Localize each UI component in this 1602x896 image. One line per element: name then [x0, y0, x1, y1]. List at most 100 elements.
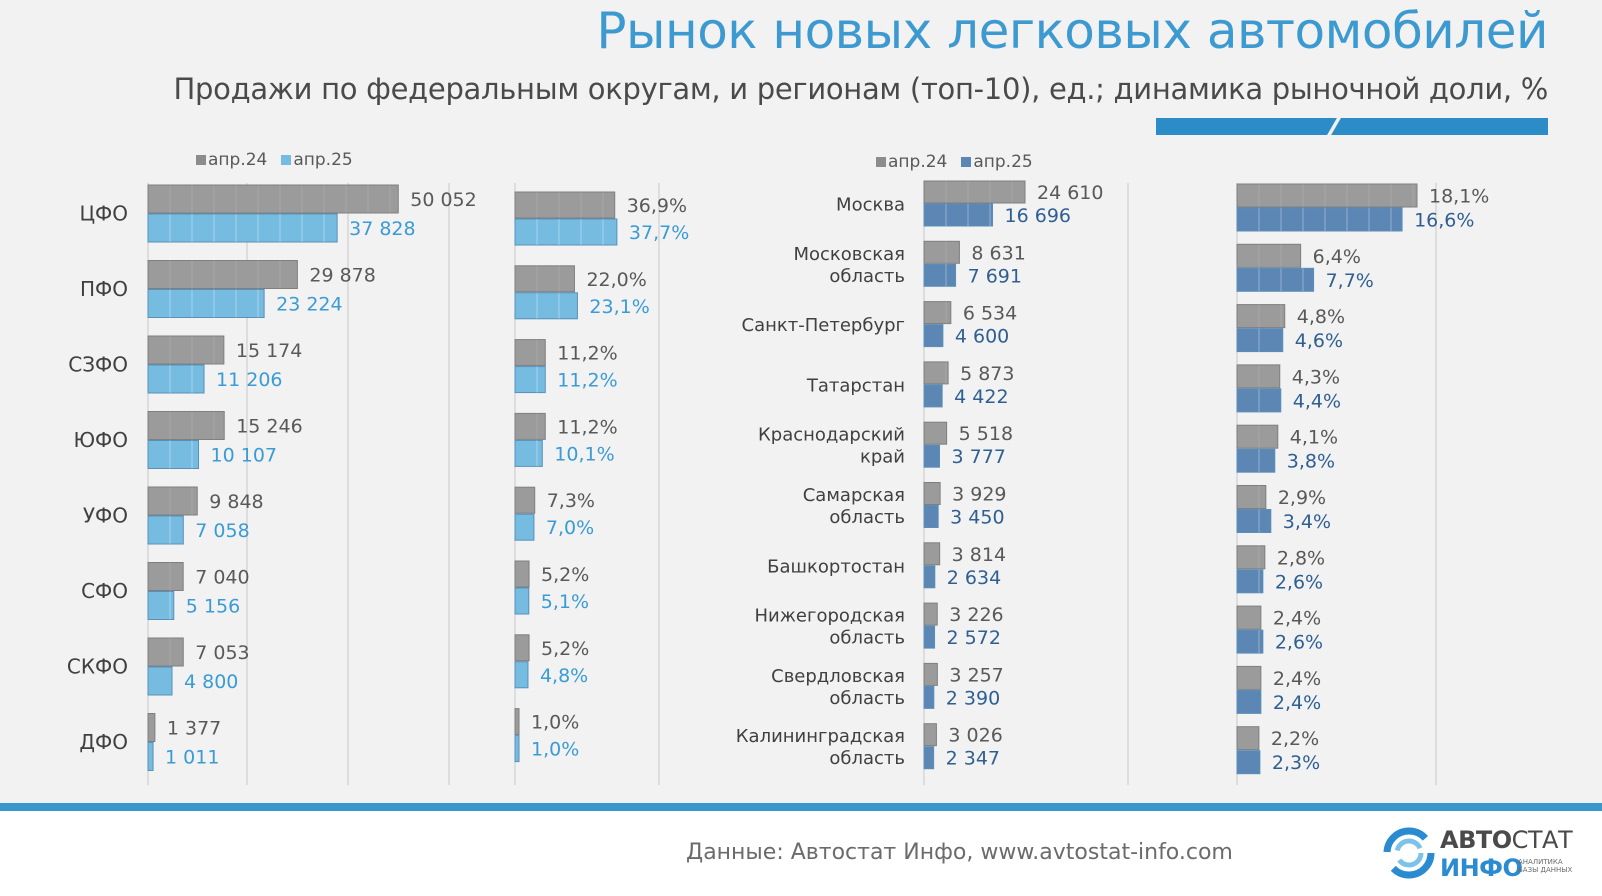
bar-apr25	[514, 513, 535, 541]
category-label-line: ЦФО	[80, 202, 129, 226]
bar-apr24	[1236, 545, 1266, 570]
legend-swatch-prev	[196, 155, 206, 165]
bar-apr24	[923, 180, 1026, 204]
legend-swatch-cur	[281, 155, 292, 165]
data-label-apr25: 10 107	[211, 445, 277, 467]
data-label-apr24: 18,1%	[1429, 186, 1489, 208]
bar-apr25	[923, 263, 957, 287]
category-label-line: Москва	[836, 195, 905, 216]
data-label-apr24: 4,8%	[1297, 306, 1345, 328]
bar-apr25	[1236, 267, 1315, 292]
bar-apr24	[147, 486, 198, 516]
category-label-line: край	[860, 447, 905, 468]
bar-apr25	[1236, 629, 1264, 654]
category-label: Калининградская область	[736, 726, 905, 769]
bar-apr24	[147, 713, 156, 742]
logo-word-stat: СТАТ	[1511, 826, 1573, 854]
legend-regions: апр.24 апр.25	[876, 152, 1043, 172]
bar-apr24	[147, 411, 225, 440]
category-label-line: область	[829, 688, 905, 709]
data-label-apr25: 7,7%	[1326, 270, 1374, 292]
category-label: УФО	[83, 504, 128, 528]
data-label-apr25: 1 011	[165, 747, 219, 769]
data-label-apr24: 2,8%	[1277, 547, 1325, 569]
data-label-apr25: 7 058	[195, 520, 249, 542]
data-label-apr24: 11,2%	[557, 416, 617, 438]
category-label: СЗФО	[68, 353, 128, 377]
bar-apr25	[514, 587, 530, 615]
category-label: ЮФО	[73, 428, 128, 452]
category-label: Башкортостан	[767, 556, 905, 577]
data-label-apr24: 4,1%	[1290, 427, 1338, 449]
data-label-apr25: 1,0%	[531, 739, 579, 761]
data-label-apr25: 4 422	[954, 386, 1008, 408]
data-label-apr24: 3 257	[949, 664, 1003, 686]
legend-item-cur: апр.25	[281, 150, 353, 170]
data-label-apr25: 2,3%	[1272, 752, 1320, 774]
bar-apr24	[1236, 364, 1281, 389]
data-label-apr24: 3 814	[952, 544, 1006, 566]
data-label-apr24: 7,3%	[547, 490, 595, 512]
bar-apr25	[923, 565, 936, 589]
bar-apr25	[514, 735, 520, 763]
data-label-apr24: 5 518	[959, 423, 1013, 445]
category-label-line: Свердловская	[771, 666, 905, 687]
bar-apr25	[147, 440, 200, 469]
bar-apr24	[1236, 183, 1418, 208]
data-label-apr25: 10,1%	[554, 443, 614, 465]
bar-apr24	[514, 191, 616, 219]
category-label: Москва	[836, 195, 905, 216]
data-label-apr24: 2,9%	[1278, 487, 1326, 509]
bar-apr24	[514, 708, 520, 736]
bar-apr24	[1236, 243, 1302, 268]
bar-apr24	[1236, 605, 1262, 630]
data-label-apr25: 5 156	[186, 596, 240, 618]
category-label: Краснодарский край	[758, 425, 905, 468]
data-label-apr24: 6,4%	[1313, 246, 1361, 268]
bar-apr24	[923, 361, 949, 385]
data-label-apr24: 15 246	[236, 416, 302, 438]
bar-apr25	[514, 439, 543, 467]
bar-apr25	[923, 203, 994, 227]
footer	[0, 811, 1602, 896]
legend-item-prev: апр.24	[876, 152, 947, 172]
bar-apr24	[1236, 665, 1262, 690]
legend-label-prev: апр.24	[888, 152, 948, 172]
data-label-apr25: 4 800	[184, 671, 238, 693]
logo-word-avto: АВТО	[1440, 826, 1512, 854]
category-label-line: СКФО	[67, 655, 128, 679]
data-label-apr25: 3 450	[950, 507, 1004, 529]
category-label-line: СФО	[81, 579, 128, 603]
data-label-apr24: 2,4%	[1273, 608, 1321, 630]
data-label-apr25: 3,4%	[1283, 511, 1331, 533]
data-label-apr24: 5,2%	[541, 638, 589, 660]
bar-apr24	[1236, 424, 1279, 449]
bar-apr25	[1236, 448, 1276, 473]
data-label-apr24: 7 040	[195, 567, 249, 589]
category-label: СФО	[81, 579, 128, 603]
data-label-apr25: 11 206	[216, 369, 282, 391]
bar-apr25	[1236, 569, 1264, 594]
category-label-line: Краснодарский	[758, 425, 905, 446]
data-label-apr24: 3 226	[949, 604, 1003, 626]
category-label-line: УФО	[83, 504, 128, 528]
bar-apr25	[147, 742, 154, 771]
category-label-line: Башкортостан	[767, 556, 905, 577]
bar-apr25	[147, 591, 175, 620]
category-label-line: ЮФО	[73, 428, 128, 452]
bar-apr24	[147, 637, 184, 667]
category-label-line: область	[829, 628, 905, 649]
bar-apr25	[514, 218, 618, 246]
data-label-apr24: 15 174	[236, 340, 302, 362]
bar-apr24	[514, 634, 530, 662]
bar-apr24	[514, 339, 546, 367]
bar-apr25	[147, 515, 184, 545]
data-label-apr24: 22,0%	[586, 269, 646, 291]
data-label-apr25: 4,8%	[540, 665, 588, 687]
bar-apr24	[147, 335, 225, 365]
data-label-apr24: 1,0%	[531, 712, 579, 734]
data-label-apr25: 23,1%	[589, 296, 649, 318]
data-label-apr25: 16,6%	[1414, 210, 1474, 232]
category-label-line: область	[829, 266, 905, 287]
